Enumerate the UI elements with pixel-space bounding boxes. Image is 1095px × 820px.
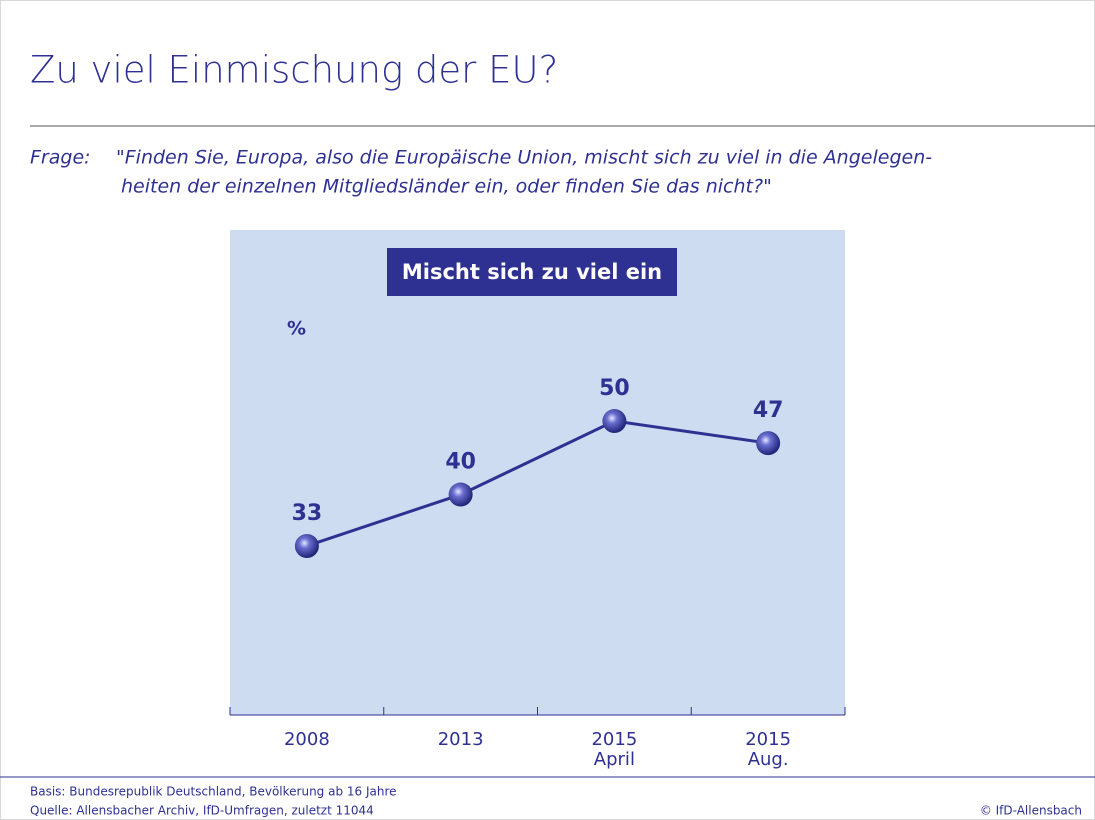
data-label: 33 [292,501,323,526]
y-unit: % [287,318,306,340]
data-label: 40 [445,450,476,475]
x-tick-label: Aug. [748,749,789,770]
x-tick-label: 2008 [284,729,330,750]
chart-title: Zu viel Einmischung der EU? [30,49,558,92]
legend-box [387,248,677,296]
data-label: 47 [753,398,784,423]
plot-area [230,230,845,715]
question: heiten der einzelnen Mitgliedsländer ein… [121,176,772,198]
footnote: Basis: Bundesrepublik Deutschland, Bevöl… [30,785,397,799]
x-tick-label: 2015 [591,729,637,750]
copyright: © IfD-Allensbach [980,804,1082,818]
question: "Finden Sie, Europa, also die Europäisch… [116,147,932,169]
footnote: Quelle: Allensbacher Archiv, IfD-Umfrage… [30,804,374,818]
x-tick-label: 2013 [438,729,484,750]
data-point [294,533,319,558]
x-tick-label: 2015 [745,729,791,750]
legend-label: Mischt sich zu viel ein [402,260,662,284]
series-line [306,419,769,548]
data-point [448,482,473,507]
question-label: Frage: [30,147,91,169]
data-label: 50 [599,376,630,401]
data-point [756,431,781,456]
x-tick-label: April [594,749,635,770]
data-point [602,409,627,434]
